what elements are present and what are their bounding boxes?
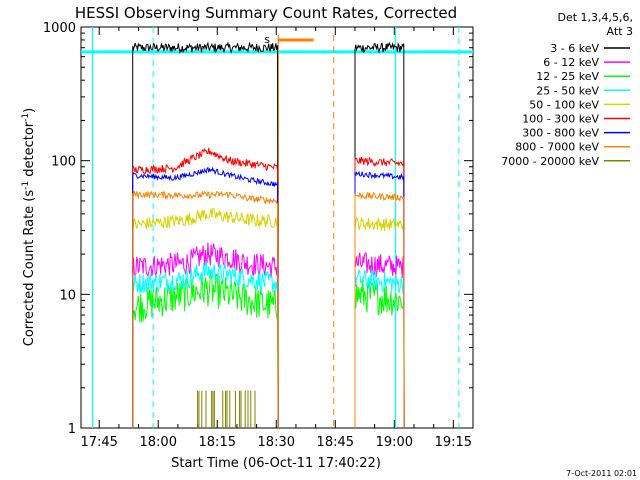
series-trace (354, 191, 405, 429)
series-trace (132, 189, 279, 429)
attenuator-marker-label: s (264, 33, 270, 46)
y-tick-label: 1 (68, 422, 76, 437)
series-1 (132, 41, 405, 429)
legend-label: 25 - 50 keV (536, 84, 599, 97)
series-3 (132, 272, 405, 429)
timestamp: 7-Oct-2011 02:01 (566, 469, 637, 478)
legend-header-line1: Det 1,3,4,5,6, (557, 11, 633, 24)
series-trace (132, 272, 279, 429)
x-tick-label: 18:00 (140, 435, 177, 450)
series-trace (354, 268, 405, 429)
x-tick-label: 18:15 (199, 435, 236, 450)
series-layer (132, 41, 405, 429)
legend-label: 3 - 6 keV (550, 42, 599, 55)
legend-label: 300 - 800 keV (522, 127, 599, 140)
axis-ticks: 17:45 18:00 18:15 18:30 18:45 19:00 19:15 1 10 10… (43, 21, 473, 450)
legend-label: 12 - 25 keV (536, 70, 599, 83)
series-trace (132, 41, 279, 429)
legend-label: 7000 - 20000 keV (501, 155, 599, 168)
series-trace (132, 207, 279, 429)
series-9 (197, 390, 256, 428)
x-axis-label: Start Time (06-Oct-11 17:40:22) (171, 456, 381, 471)
series-trace (132, 242, 279, 429)
y-tick-label: 10 (59, 288, 76, 303)
plot-frame (80, 26, 474, 429)
y-tick-label: 100 (51, 155, 76, 170)
chart-title: HESSI Observing Summary Count Rates, Cor… (75, 4, 457, 22)
legend-label: 50 - 100 keV (529, 98, 599, 111)
series-trace (354, 170, 405, 429)
series-6 (132, 147, 405, 429)
series-4 (132, 260, 405, 429)
series-trace (354, 279, 405, 429)
series-trace (354, 156, 405, 429)
x-tick-label: 19:15 (435, 435, 472, 450)
x-tick-label: 17:45 (80, 435, 117, 450)
x-tick-label: 19:00 (376, 435, 413, 450)
overlay-markers: s (81, 27, 473, 428)
legend-header-line2: Att 3 (607, 25, 633, 38)
y-tick-label: 1000 (43, 21, 76, 36)
series-8 (132, 189, 405, 429)
series-trace (132, 260, 279, 429)
x-tick-label: 18:45 (317, 435, 354, 450)
legend-label: 6 - 12 keV (543, 56, 599, 69)
series-7 (132, 166, 405, 429)
series-trace (132, 166, 279, 429)
series-trace (354, 252, 405, 429)
series-2 (132, 242, 405, 429)
y-axis-label: Corrected Count Rate (s-1 detector-1) (21, 108, 37, 346)
legend-label: 800 - 7000 keV (515, 141, 599, 154)
x-tick-label: 18:30 (258, 435, 295, 450)
series-trace (354, 41, 405, 429)
series-trace (354, 216, 405, 429)
series-trace (132, 147, 279, 429)
legend-label: 100 - 300 keV (522, 113, 599, 126)
series-5 (132, 207, 405, 429)
